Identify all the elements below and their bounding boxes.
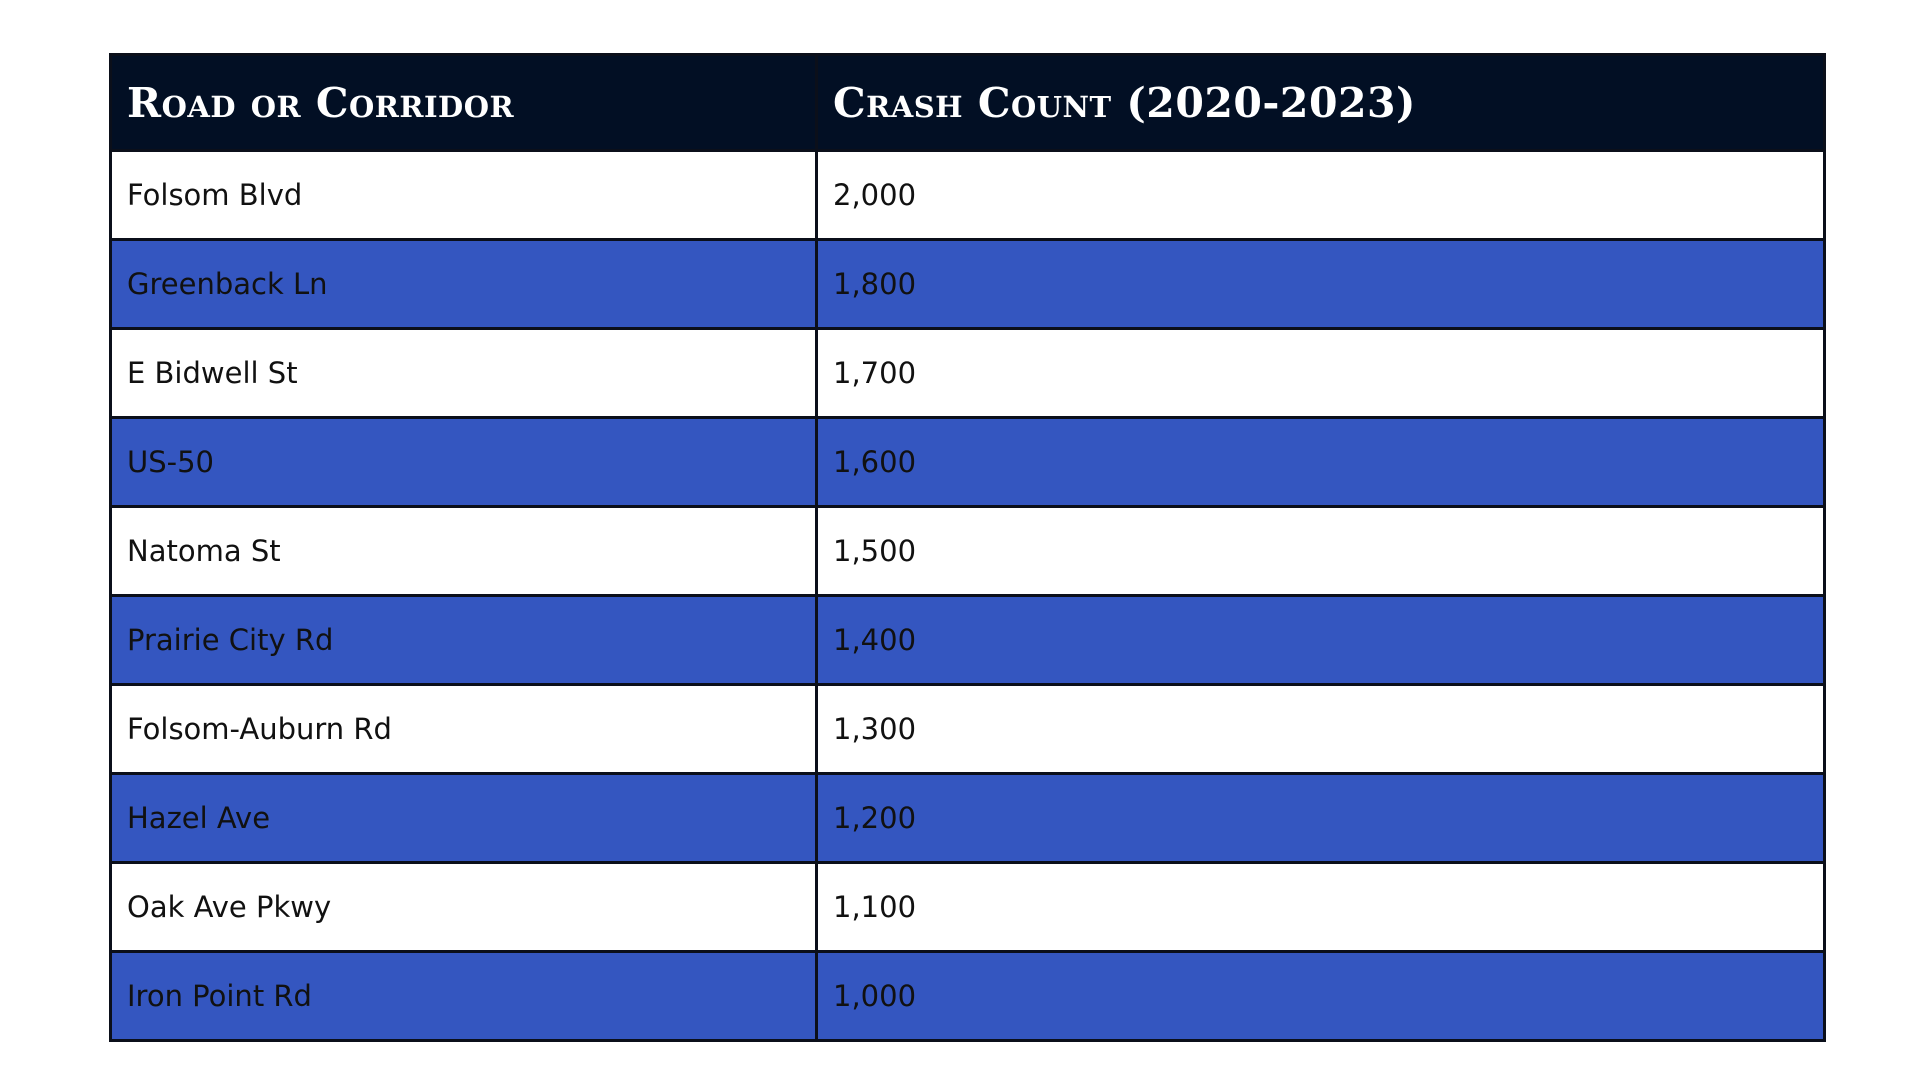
- crash-count-cell: 2,000: [815, 149, 1826, 241]
- table-body: Folsom Blvd 2,000 Greenback Ln 1,800 E B…: [109, 149, 1826, 1042]
- table-row: Iron Point Rd 1,000: [109, 950, 1826, 1042]
- crash-count-cell: 1,600: [815, 416, 1826, 508]
- table-row: Folsom-Auburn Rd 1,300: [109, 683, 1826, 775]
- crash-count-cell: 1,800: [815, 238, 1826, 330]
- road-cell: Iron Point Rd: [109, 950, 818, 1042]
- table-row: Oak Ave Pkwy 1,100: [109, 861, 1826, 953]
- road-cell: Folsom Blvd: [109, 149, 818, 241]
- table-row: Folsom Blvd 2,000: [109, 149, 1826, 241]
- road-cell: Hazel Ave: [109, 772, 818, 864]
- crash-count-cell: 1,000: [815, 950, 1826, 1042]
- road-cell: Folsom-Auburn Rd: [109, 683, 818, 775]
- crash-count-cell: 1,500: [815, 505, 1826, 597]
- table-row: Prairie City Rd 1,400: [109, 594, 1826, 686]
- crash-count-cell: 1,300: [815, 683, 1826, 775]
- road-cell: E Bidwell St: [109, 327, 818, 419]
- column-header-crash-count: Crash Count (2020-2023): [815, 53, 1826, 152]
- road-cell: Prairie City Rd: [109, 594, 818, 686]
- column-header-road: Road or Corridor: [109, 53, 818, 152]
- header-row: Road or Corridor Crash Count (2020-2023): [109, 53, 1826, 152]
- table-header: Road or Corridor Crash Count (2020-2023): [109, 53, 1826, 152]
- road-cell: Greenback Ln: [109, 238, 818, 330]
- crash-count-cell: 1,100: [815, 861, 1826, 953]
- road-cell: US-50: [109, 416, 818, 508]
- crash-count-cell: 1,400: [815, 594, 1826, 686]
- road-cell: Natoma St: [109, 505, 818, 597]
- crash-count-cell: 1,200: [815, 772, 1826, 864]
- table-row: E Bidwell St 1,700: [109, 327, 1826, 419]
- road-cell: Oak Ave Pkwy: [109, 861, 818, 953]
- crash-count-table: Road or Corridor Crash Count (2020-2023)…: [109, 53, 1826, 1042]
- table-row: Greenback Ln 1,800: [109, 238, 1826, 330]
- table-row: Natoma St 1,500: [109, 505, 1826, 597]
- crash-count-table-container: Road or Corridor Crash Count (2020-2023)…: [109, 53, 1826, 1042]
- table-row: US-50 1,600: [109, 416, 1826, 508]
- crash-count-cell: 1,700: [815, 327, 1826, 419]
- table-row: Hazel Ave 1,200: [109, 772, 1826, 864]
